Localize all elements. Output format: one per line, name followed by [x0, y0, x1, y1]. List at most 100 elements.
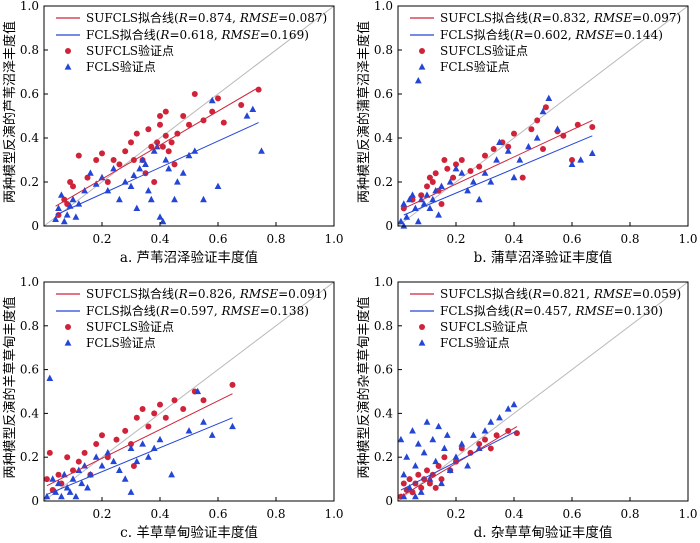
fcls-point: [470, 178, 477, 185]
fcls-point: [208, 431, 216, 438]
x-axis-label: d. 杂草草甸验证丰度值: [474, 525, 613, 541]
legend-sufcls-fit-label: SUFCLS拟合线(R=0.832, RMSE=0.097): [440, 10, 681, 25]
plot-frame: [397, 5, 689, 227]
fcls-point: [147, 195, 155, 203]
fcls-point: [435, 211, 442, 218]
fcls-point: [426, 204, 434, 211]
fcls-point: [429, 195, 437, 203]
y-tick-label: 1.0: [20, 0, 39, 13]
y-axis-label: 两种模型反演的蒲草沼泽丰度值: [356, 21, 372, 203]
fcls-point: [504, 147, 512, 154]
sufcls-point: [46, 449, 53, 456]
legend-sufcls-fit-label: SUFCLS拟合线(R=0.826, RMSE=0.091): [86, 286, 327, 301]
fcls-point: [200, 195, 207, 203]
panel-d: 0 0.2 0.4 0.6 0.8 1.0 0.2 0.4 0.6 0.8 1.0 d. 杂草草甸验证…: [356, 275, 698, 541]
x-tick-label: 0.8: [266, 507, 285, 521]
fcls-fit-line: [403, 135, 593, 216]
y-tick-label: 0.8: [374, 43, 393, 57]
fcls-point: [249, 105, 257, 112]
y-tick-label: 0.4: [374, 131, 393, 145]
sufcls-point: [186, 121, 192, 128]
fcls-point: [58, 191, 65, 198]
fcls-point: [458, 440, 466, 447]
one-to-one-line: [397, 5, 689, 227]
fcls-point: [481, 169, 489, 176]
sufcls-point: [453, 161, 459, 168]
fcls-point: [577, 156, 585, 163]
fcls-point: [525, 143, 532, 150]
legend-fcls-fit-label: FCLS拟合线(R=0.457, RMSE=0.130): [440, 303, 663, 318]
x-tick-label: 0.2: [92, 507, 111, 521]
sufcls-point: [467, 168, 474, 174]
fcls-point: [81, 462, 88, 469]
sufcls-point: [75, 152, 82, 159]
x-tick-label: 0.8: [620, 507, 639, 521]
sufcls-point: [438, 201, 445, 207]
sufcls-point: [145, 423, 152, 430]
legend-text: SUFCLS拟合线(: [86, 10, 179, 25]
sufcls-point: [162, 414, 169, 421]
fcls-point: [414, 440, 422, 447]
fcls-point: [403, 213, 411, 220]
x-tick-label: 1.0: [678, 232, 697, 246]
sufcls-point: [104, 179, 111, 185]
x-tick-label: 0.8: [620, 232, 639, 246]
x-tick-label: 0.8: [266, 232, 285, 246]
x-tick-label: 0.4: [150, 507, 169, 521]
fcls-point: [150, 147, 158, 154]
sufcls-point: [99, 150, 105, 157]
panel-a: 0 0.2 0.4 0.6 0.8 1.0 0.2 0.4 0.6 0.8 1.0 a. 芦苇沼泽验证…: [2, 0, 344, 266]
sufcls-point: [174, 130, 181, 137]
sufcls-point: [43, 476, 50, 483]
sufcls-point: [432, 484, 439, 491]
fcls-point: [504, 405, 512, 412]
sufcls-point: [482, 436, 488, 443]
fcls-point: [452, 453, 460, 460]
sufcls-point: [200, 397, 207, 404]
sufcls-point: [511, 130, 517, 137]
legend-sufcls-point-swatch: [419, 324, 425, 330]
sufcls-point: [487, 445, 494, 452]
sufcls-point: [432, 170, 439, 177]
fcls-point: [69, 195, 77, 203]
fcls-point: [168, 470, 175, 478]
sufcls-point: [589, 124, 596, 130]
sufcls-point: [130, 462, 137, 469]
fcls-point: [145, 187, 152, 194]
legend-fcls-fit-label: FCLS拟合线(R=0.618, RMSE=0.169): [86, 27, 309, 42]
sufcls-point: [215, 95, 221, 102]
legend-rmse-value: =0.138): [260, 304, 309, 318]
sufcls-point: [157, 401, 163, 408]
y-tick-label: 0.4: [374, 406, 393, 420]
sufcls-point: [450, 174, 457, 181]
y-axis-label: 两种模型反演的芦苇沼泽丰度值: [2, 21, 18, 203]
y-tick-label: 0.8: [374, 319, 393, 333]
fcls-point: [441, 444, 448, 452]
fcls-point: [554, 125, 561, 132]
x-tick-label: 0.2: [92, 232, 111, 246]
y-tick-label: 0.2: [20, 450, 39, 464]
fcls-fit-line: [400, 430, 518, 491]
fcls-point: [142, 160, 149, 167]
legend-fcls-fit-label: FCLS拟合线(R=0.602, RMSE=0.144): [440, 27, 663, 42]
fcls-point: [400, 222, 408, 229]
legend-fcls-points-label: FCLS验证点: [86, 335, 156, 350]
sufcls-fit-line: [403, 119, 593, 209]
fcls-point: [92, 453, 100, 460]
sufcls-point: [122, 427, 129, 434]
legend-rmse-value: =0.087): [278, 11, 327, 25]
fcls-point: [464, 187, 471, 194]
fcls-point: [409, 191, 416, 198]
x-tick-label: 0.6: [562, 232, 581, 246]
sufcls-point: [93, 441, 100, 448]
legend-r-value: =0.618,: [169, 28, 221, 42]
sufcls-point: [64, 454, 71, 461]
fcls-point: [145, 453, 152, 460]
fcls-point: [423, 418, 431, 425]
legend-fcls-point-swatch: [64, 63, 72, 70]
sufcls-point: [75, 458, 82, 465]
x-tick-label: 0.2: [446, 232, 465, 246]
sufcls-point: [400, 480, 407, 487]
fcls-point: [417, 488, 425, 495]
